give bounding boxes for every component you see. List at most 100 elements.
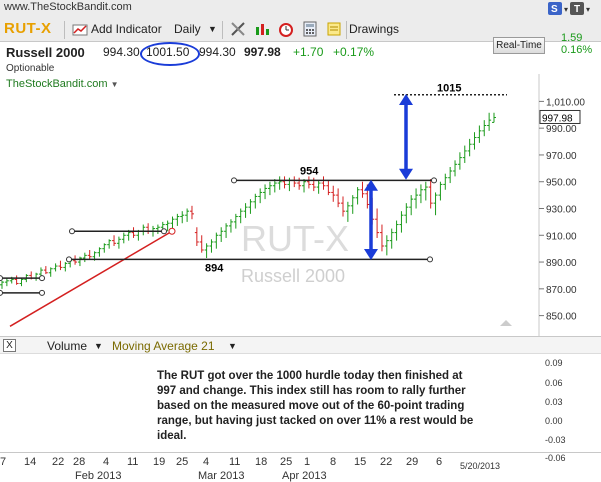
resistance-line-954-handle[interactable] — [231, 177, 237, 184]
y-tick-label: 930.00 — [546, 205, 577, 216]
moving-average-label[interactable]: Moving Average 21 — [112, 339, 215, 353]
x-tick-label: 14 — [24, 456, 37, 468]
add-indicator-icon[interactable] — [72, 21, 88, 37]
volume-axis-label: 0.03 — [545, 397, 563, 407]
y-tick-label: 990.00 — [546, 124, 577, 135]
tools-icon[interactable] — [230, 21, 246, 37]
chevron-down-icon[interactable]: ▼ — [228, 341, 237, 351]
volume-label[interactable]: Volume — [47, 339, 88, 353]
volume-axis-label: 0.09 — [545, 358, 563, 368]
rt-change: 1.59 — [561, 32, 583, 44]
svg-text:T: T — [574, 4, 580, 15]
x-tick-label: 29 — [406, 456, 419, 468]
support-line-894-handle[interactable] — [66, 256, 72, 263]
instrument-name: Russell 2000 — [6, 45, 85, 60]
x-tick-label: 8 — [330, 456, 337, 468]
x-month-label: Mar 2013 — [198, 470, 245, 482]
support-line-early-handle[interactable] — [39, 275, 45, 282]
watermark-symbol: RUT-X — [241, 218, 349, 259]
x-tick-label: 1 — [304, 456, 311, 468]
volume-axis-label: -0.06 — [545, 453, 566, 463]
commentary-text: The RUT got over the 1000 hurdle today t… — [157, 370, 474, 442]
x-tick-label: 19 — [153, 456, 166, 468]
x-tick-label: 6 — [436, 456, 443, 468]
y-tick-label: 850.00 — [546, 312, 577, 323]
high-highlight-circle — [140, 42, 200, 66]
target-label: 1015 — [437, 83, 461, 95]
chart-toolbar: RUT-X Add Indicator Daily ▼ — [0, 2, 601, 42]
y-tick-label: 890.00 — [546, 258, 577, 269]
range-arrow-head-top — [364, 179, 378, 191]
price-chart[interactable]: RUT-X Russell 2000 850.00 870.00 890.00 910.0… — [0, 74, 601, 336]
measured-move-arrow-head-bottom — [399, 168, 413, 180]
support-line-894-handle[interactable] — [427, 256, 433, 263]
quote-last: 997.98 — [244, 45, 281, 59]
close-icon[interactable]: X — [3, 339, 16, 352]
resistance-line-feb-handle[interactable] — [69, 228, 75, 235]
x-tick-label: 11 — [229, 456, 241, 468]
support-line-early-handle[interactable] — [0, 275, 3, 282]
x-tick-label: 25 — [176, 456, 189, 468]
real-time-button[interactable]: Real-Time — [493, 37, 545, 54]
x-tick-label: 4 — [103, 456, 110, 468]
twitter-icon[interactable]: T ▾ — [570, 2, 598, 18]
interval-select[interactable]: Daily — [174, 22, 201, 36]
x-axis: 7 14 22 28 4 11 19 25 4 11 18 25 1 8 15 22 29 6 Feb 2013 Ma… — [0, 452, 601, 482]
add-indicator-button[interactable]: Add Indicator — [91, 22, 162, 36]
x-tick-label: 7 — [0, 456, 7, 468]
watermark-name: Russell 2000 — [241, 266, 345, 286]
svg-text:▾: ▾ — [564, 5, 568, 14]
x-tick-label: 22 — [380, 456, 393, 468]
range-arrow-head-bottom — [364, 249, 378, 261]
note-icon[interactable] — [326, 21, 342, 37]
share-icon[interactable]: S ▾ — [548, 2, 572, 18]
support-line-early-low-handle[interactable] — [39, 289, 45, 296]
chart-type-icon[interactable] — [254, 21, 270, 37]
measured-move-arrow-head-top — [399, 94, 413, 106]
calculator-icon[interactable] — [302, 21, 318, 37]
x-tick-label: 15 — [354, 456, 367, 468]
chevron-down-icon: ▼ — [110, 80, 119, 89]
x-tick-label: 28 — [73, 456, 86, 468]
volume-axis-label: 0.06 — [545, 378, 563, 388]
site-title: www.TheStockBandit.com — [4, 1, 132, 13]
toolbar-separator — [222, 21, 223, 39]
x-tick-label: 25 — [280, 456, 293, 468]
volume-axis-label: 0.00 — [545, 416, 563, 426]
source-label: TheStockBandit.com — [6, 78, 108, 90]
volume-axis-label: -0.03 — [545, 435, 566, 445]
top-toolbar-panel: www.TheStockBandit.com RUT-X Add Indicat… — [0, 0, 601, 42]
symbol-input[interactable]: RUT-X — [4, 20, 52, 37]
drawings-button[interactable]: Drawings — [349, 22, 400, 36]
last-price-label: 997.98 — [542, 113, 573, 124]
resistance-line-feb-handle[interactable] — [161, 228, 167, 235]
scroll-marker-icon[interactable] — [500, 320, 512, 326]
last-price-tag — [539, 109, 581, 124]
price-chart-svg[interactable]: RUT-X Russell 2000 850.00 870.00 890.00 910.0… — [0, 74, 601, 336]
toolbar-separator — [346, 21, 347, 39]
trend-line-handle[interactable] — [168, 227, 176, 235]
x-tick-label: 22 — [52, 456, 65, 468]
resistance-line-954-handle[interactable] — [431, 177, 437, 184]
x-month-label: Feb 2013 — [75, 470, 122, 482]
x-tick-label: 11 — [127, 456, 139, 468]
quote-low: 994.30 — [199, 45, 236, 59]
x-month-label: Apr 2013 — [282, 470, 327, 482]
support-line-early-low-handle[interactable] — [0, 289, 3, 296]
chevron-down-icon[interactable]: ▼ — [94, 341, 103, 351]
chart-source[interactable]: TheStockBandit.com ▼ — [6, 78, 118, 90]
quote-open: 994.30 — [103, 45, 140, 59]
quote-change: +1.70 — [293, 45, 324, 59]
resistance-label: 954 — [300, 165, 319, 177]
x-tick-label: 18 — [255, 456, 268, 468]
trend-line[interactable] — [9, 230, 173, 327]
y-tick-label: 870.00 — [546, 285, 577, 296]
chevron-down-icon[interactable]: ▼ — [208, 24, 217, 34]
volume-panel-header: X Volume ▼ Moving Average 21 ▼ — [0, 336, 601, 354]
date-stamp: 5/20/2013 — [460, 461, 501, 471]
optionable-label: Optionable — [6, 63, 55, 74]
support-label: 894 — [205, 262, 224, 274]
alarm-clock-icon[interactable] — [278, 21, 294, 37]
realtime-values: 1.59 0.16% — [561, 32, 592, 56]
svg-text:▾: ▾ — [586, 5, 590, 14]
